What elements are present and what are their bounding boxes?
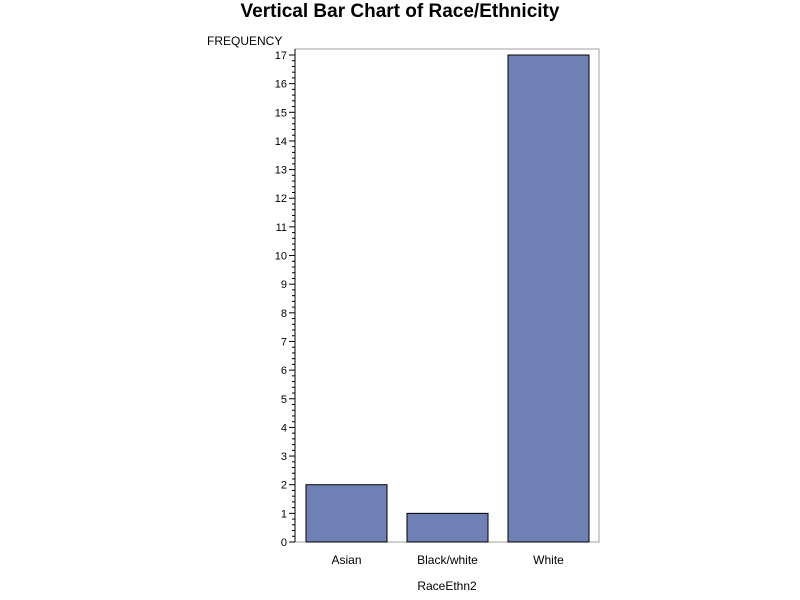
y-tick-label: 10 bbox=[275, 251, 287, 263]
y-tick-label: 0 bbox=[281, 537, 287, 549]
y-tick-label: 2 bbox=[281, 480, 287, 492]
category-labels: Asian Black/white White bbox=[331, 553, 564, 567]
y-tick-label: 4 bbox=[281, 422, 287, 434]
bars bbox=[305, 54, 590, 543]
y-tick-label: 12 bbox=[275, 193, 287, 205]
y-axis-label: FREQUENCY bbox=[207, 34, 282, 48]
y-tick-label: 13 bbox=[275, 165, 287, 177]
y-tick-label: 16 bbox=[275, 79, 287, 91]
y-tick-label: 15 bbox=[275, 107, 287, 119]
y-tick-label: 14 bbox=[275, 136, 287, 148]
y-tick-label: 3 bbox=[281, 451, 287, 463]
y-tick-label: 1 bbox=[281, 508, 287, 520]
y-tick-label: 7 bbox=[281, 336, 287, 348]
x-category-label: Asian bbox=[331, 553, 361, 567]
bar-black-white bbox=[406, 512, 489, 543]
chart-title: Vertical Bar Chart of Race/Ethnicity bbox=[241, 1, 560, 22]
x-category-label: Black/white bbox=[417, 553, 478, 567]
y-tick-label: 9 bbox=[281, 279, 287, 291]
y-tick-label: 5 bbox=[281, 394, 287, 406]
bar-white bbox=[507, 54, 590, 543]
bar-asian bbox=[305, 484, 388, 543]
x-axis-label: RaceEthn2 bbox=[417, 579, 477, 593]
x-category-label: White bbox=[533, 553, 564, 567]
y-tick-label: 17 bbox=[275, 50, 287, 62]
y-tick-label: 6 bbox=[281, 365, 287, 377]
y-tick-label: 8 bbox=[281, 308, 287, 320]
y-tick-label: 11 bbox=[276, 222, 287, 234]
